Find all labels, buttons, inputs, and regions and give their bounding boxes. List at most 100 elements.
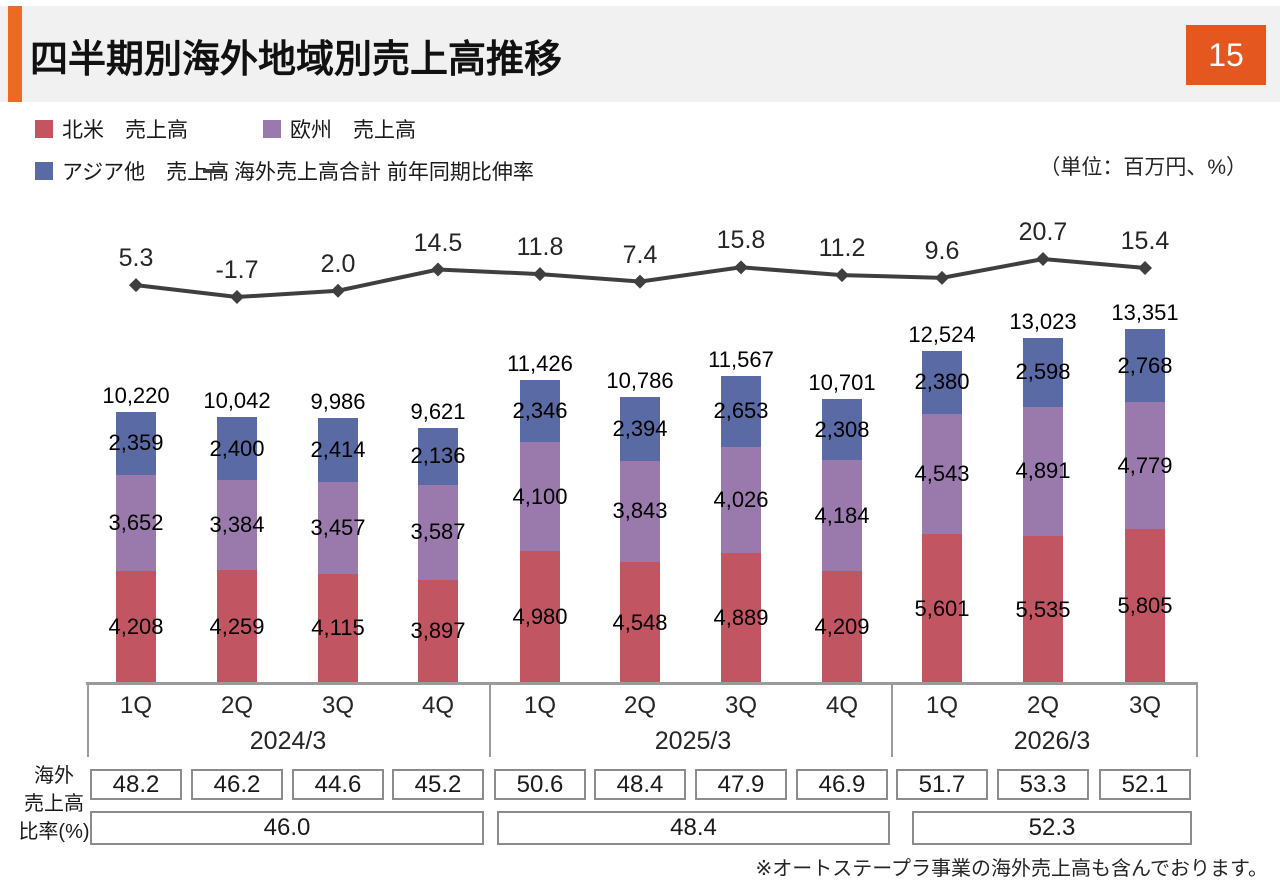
bar-total-label: 13,351 xyxy=(1111,299,1179,325)
ratio-year-box: 48.4 xyxy=(497,811,890,845)
page-number-badge: 15 xyxy=(1186,25,1266,85)
bar-segment-asia-other xyxy=(1023,337,1063,407)
bar-value-label: 3,897 xyxy=(410,618,466,644)
growth-line-marker xyxy=(1036,252,1050,266)
bar-segment-europe xyxy=(822,460,862,572)
ratio-quarter-box: 52.1 xyxy=(1099,769,1191,800)
bar-segment-europe xyxy=(1023,406,1063,537)
title-accent-bar xyxy=(8,6,22,102)
bar-value-label: 3,587 xyxy=(410,519,466,545)
bar-value-label: 4,100 xyxy=(512,483,568,509)
growth-line-marker xyxy=(835,268,849,283)
axis-quarter-label: 4Q xyxy=(825,692,858,719)
bar-value-label: 2,598 xyxy=(1015,359,1071,385)
bar-value-label: 5,601 xyxy=(914,595,970,621)
bar-segment-europe xyxy=(721,446,761,554)
bar-segment-asia-other xyxy=(116,412,156,475)
europe-swatch-icon xyxy=(263,120,281,138)
axis-year-label: 2026/3 xyxy=(1013,727,1091,755)
bar-segment-asia-other xyxy=(520,380,560,443)
bar-segment-north-america xyxy=(217,570,257,683)
growth-value-label: 9.6 xyxy=(924,236,960,265)
bar-value-label: 4,208 xyxy=(108,614,164,640)
ratio-row-label-line: 海外 xyxy=(34,765,74,787)
bar-value-label: 4,889 xyxy=(713,605,769,631)
bar-segment-europe xyxy=(418,484,458,580)
ratio-row-label-line: 比率(%) xyxy=(18,821,90,843)
ratio-row-label-line: 売上高 xyxy=(24,793,84,815)
bar-segment-asia-other xyxy=(318,418,358,483)
legend-item-asia-other: アジア他 売上高 xyxy=(35,158,229,184)
bar-value-label: 4,980 xyxy=(512,603,568,629)
bar-segment-north-america xyxy=(620,562,660,683)
bar-total-label: 12,524 xyxy=(908,321,976,347)
bar-value-label: 2,359 xyxy=(108,430,164,456)
growth-value-label: 15.4 xyxy=(1120,226,1170,255)
bar-value-label: 2,400 xyxy=(209,435,265,461)
bar-segment-north-america xyxy=(1023,536,1063,683)
asia-other-swatch-icon xyxy=(35,162,53,180)
growth-value-label: 7.4 xyxy=(622,240,658,269)
legend-label: アジア他 売上高 xyxy=(62,161,230,184)
bar-value-label: 2,653 xyxy=(713,398,769,424)
axis-divider xyxy=(489,683,491,757)
ratio-quarter-box: 44.6 xyxy=(292,769,384,800)
bar-segment-north-america xyxy=(318,573,358,683)
ratio-year-box: 46.0 xyxy=(90,811,484,845)
bar-segment-asia-other xyxy=(418,427,458,485)
bar-segment-asia-other xyxy=(822,399,862,461)
ratio-quarter-box: 48.4 xyxy=(594,769,686,800)
bar-total-label: 13,023 xyxy=(1009,308,1077,334)
bar-value-label: 4,209 xyxy=(814,614,870,640)
bar-segment-asia-other xyxy=(1125,328,1165,403)
ratio-row-label: 海外 売上高 比率(%) xyxy=(8,762,100,846)
ratio-quarter-box: 50.6 xyxy=(494,769,586,800)
bar-total-label: 9,621 xyxy=(410,398,466,424)
axis-quarter-label: 2Q xyxy=(220,692,253,719)
axis-quarter-label: 3Q xyxy=(321,692,354,719)
legend-item-north-america: 北米 売上高 xyxy=(35,116,188,142)
axis-quarter-label: 1Q xyxy=(925,692,958,719)
bar-segment-asia-other xyxy=(620,397,660,461)
axis-divider xyxy=(1196,683,1198,757)
growth-value-label: 11.8 xyxy=(516,233,564,262)
bar-total-label: 10,786 xyxy=(606,368,674,394)
axis-year-label: 2024/3 xyxy=(249,727,327,755)
ratio-quarter-box: 45.2 xyxy=(392,769,484,800)
bar-value-label: 2,394 xyxy=(612,415,668,441)
bar-value-label: 2,346 xyxy=(512,398,568,424)
ratio-quarter-box: 51.7 xyxy=(896,769,988,800)
ratio-quarter-box: 48.2 xyxy=(90,769,182,800)
legend-label: 海外売上高合計 前年同期比伸率 xyxy=(234,161,534,184)
growth-value-label: -1.7 xyxy=(215,256,259,284)
ratio-quarter-box: 46.2 xyxy=(191,769,283,800)
bar-total-label: 10,042 xyxy=(203,387,271,413)
bar-segment-europe xyxy=(116,474,156,572)
bar-value-label: 4,548 xyxy=(612,609,668,635)
bar-segment-north-america xyxy=(520,550,560,683)
growth-value-label: 2.0 xyxy=(320,249,356,278)
bar-value-label: 2,136 xyxy=(410,443,466,469)
bar-value-label: 3,652 xyxy=(108,510,164,535)
ratio-year-box: 52.3 xyxy=(912,811,1192,845)
bar-value-label: 3,843 xyxy=(612,498,668,524)
growth-value-label: 15.8 xyxy=(716,226,766,255)
ratio-quarter-box: 53.3 xyxy=(997,769,1089,800)
axis-quarter-label: 3Q xyxy=(724,692,757,719)
growth-line-marker xyxy=(431,262,445,277)
legend-label: 欧州 売上高 xyxy=(290,119,416,142)
growth-line-marker xyxy=(331,283,345,298)
bar-value-label: 4,779 xyxy=(1117,452,1173,478)
bar-value-label: 3,457 xyxy=(310,515,366,541)
axis-quarter-label: 4Q xyxy=(421,692,454,719)
footnote: ※オートステープラ事業の海外売上高も含んでおります。 xyxy=(755,858,1268,880)
legend-item-europe: 欧州 売上高 xyxy=(263,116,416,142)
growth-line-marker xyxy=(129,278,143,293)
bar-value-label: 3,384 xyxy=(209,512,265,538)
bar-value-label: 2,308 xyxy=(814,416,870,442)
ratio-quarter-box: 46.9 xyxy=(796,769,888,800)
x-axis-line xyxy=(86,682,1198,685)
growth-line-marker xyxy=(935,270,949,285)
growth-value-label: 11.2 xyxy=(818,234,866,263)
